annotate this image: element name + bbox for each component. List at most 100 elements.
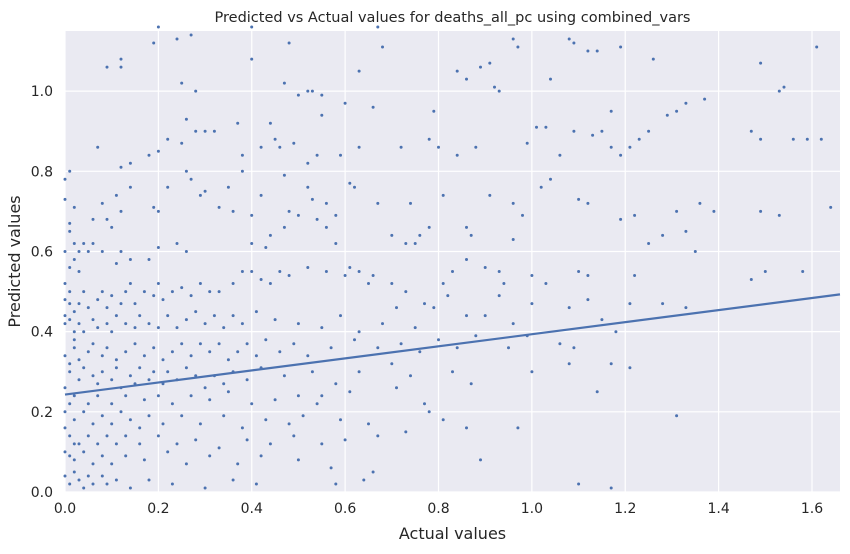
data-point <box>170 290 174 294</box>
plot-background <box>65 31 840 492</box>
data-point <box>82 366 86 370</box>
data-point <box>63 298 67 302</box>
data-point <box>91 217 95 221</box>
data-point <box>465 258 468 261</box>
data-point <box>91 482 95 486</box>
data-point <box>105 346 109 350</box>
data-point <box>567 362 571 366</box>
data-point <box>287 274 291 277</box>
data-point <box>427 225 431 229</box>
data-point <box>367 282 370 285</box>
data-point <box>343 274 347 277</box>
data-point <box>166 137 170 141</box>
data-point <box>175 442 179 446</box>
data-point <box>259 145 263 149</box>
data-point <box>203 486 207 490</box>
y-tick-label: 1.0 <box>31 84 53 100</box>
data-point <box>432 109 436 113</box>
data-point <box>661 233 665 237</box>
data-point <box>684 306 688 310</box>
data-point <box>250 57 254 61</box>
data-point <box>180 342 184 346</box>
data-point <box>273 318 277 322</box>
data-point <box>72 442 76 446</box>
data-point <box>72 310 76 314</box>
data-point <box>759 61 763 65</box>
data-point <box>488 193 492 197</box>
data-point <box>441 282 445 285</box>
data-point <box>82 410 86 414</box>
x-tick-label: 1.2 <box>614 501 636 517</box>
data-point <box>427 137 431 141</box>
data-point <box>367 422 370 426</box>
data-point <box>77 378 81 382</box>
data-point <box>749 278 753 281</box>
data-point <box>156 434 160 438</box>
data-point <box>502 282 506 285</box>
data-point <box>469 233 473 237</box>
data-point <box>521 213 524 217</box>
data-point <box>184 250 188 253</box>
data-point <box>525 141 529 145</box>
data-point <box>665 113 669 117</box>
data-point <box>105 482 109 486</box>
data-point <box>198 282 202 285</box>
data-point <box>399 342 403 346</box>
data-point <box>100 474 104 478</box>
data-point <box>217 446 221 450</box>
data-point <box>72 330 76 334</box>
data-point <box>390 233 394 237</box>
data-point <box>128 282 132 285</box>
data-point <box>63 474 67 478</box>
data-point <box>100 454 104 458</box>
data-point <box>572 41 576 45</box>
data-point <box>474 334 478 338</box>
data-point <box>119 250 123 253</box>
data-point <box>110 225 114 229</box>
data-point <box>63 282 67 285</box>
data-point <box>254 482 258 486</box>
data-point <box>68 362 72 366</box>
x-tick-label: 1.4 <box>707 501 729 517</box>
data-point <box>68 221 72 225</box>
data-point <box>306 185 310 189</box>
tick-labels: 0.0 0.2 0.4 0.6 0.8 1.0 1.2 1.4 1.6 0.0 0.2 0.4 0.6 0… <box>31 84 823 517</box>
data-point <box>324 225 328 229</box>
data-point <box>801 270 805 273</box>
data-point <box>357 370 361 374</box>
data-point <box>100 201 104 205</box>
data-point <box>306 354 310 358</box>
data-point <box>86 306 90 310</box>
data-point <box>381 322 384 326</box>
data-point <box>483 314 487 318</box>
data-point <box>250 242 254 245</box>
data-point <box>77 478 81 482</box>
data-point <box>63 197 67 201</box>
data-point <box>479 65 482 69</box>
data-point <box>184 366 188 370</box>
data-point <box>376 434 380 438</box>
data-point <box>180 81 184 85</box>
x-tick-label: 0.6 <box>334 501 356 517</box>
data-point <box>231 282 235 285</box>
data-point <box>63 250 67 253</box>
data-point <box>114 358 118 362</box>
data-point <box>105 217 109 221</box>
data-point <box>371 105 375 109</box>
data-point <box>278 350 282 354</box>
data-point <box>782 85 786 89</box>
data-point <box>254 354 258 358</box>
data-point <box>124 290 128 294</box>
data-point <box>180 414 184 418</box>
data-point <box>86 474 90 478</box>
data-point <box>124 434 128 438</box>
data-point <box>110 294 114 298</box>
data-point <box>334 382 338 386</box>
data-point <box>647 129 651 133</box>
data-point <box>381 45 384 49</box>
data-point <box>194 438 198 442</box>
data-point <box>465 77 468 81</box>
data-points <box>63 25 833 490</box>
